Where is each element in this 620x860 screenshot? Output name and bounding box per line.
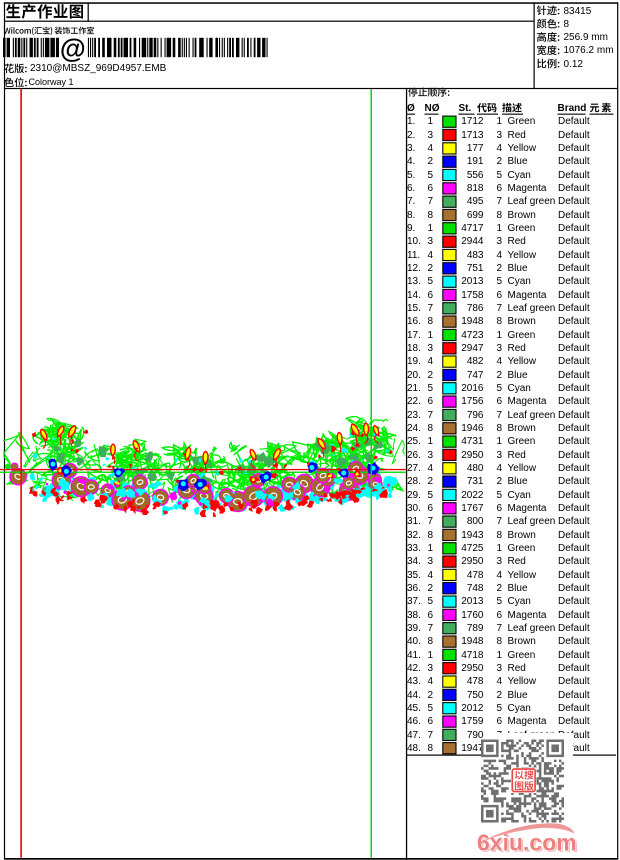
svg-text:6xiu.com: 6xiu.com: [477, 830, 577, 856]
svg-text:@: @: [60, 33, 86, 63]
